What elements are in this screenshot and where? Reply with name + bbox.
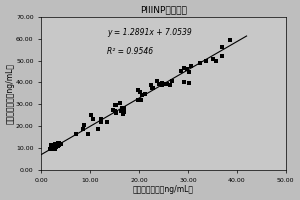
Point: [150, 86, 154, 90]
Point: [160, 82, 164, 85]
Point: [53, 147, 58, 151]
Point: [50, 146, 55, 149]
Point: [49, 148, 53, 151]
Point: [54, 144, 59, 148]
Point: [54, 145, 59, 149]
Point: [51, 145, 56, 148]
Point: [182, 80, 187, 84]
Point: [54, 144, 58, 148]
Point: [88, 114, 93, 117]
Point: [52, 147, 57, 150]
Point: [54, 145, 58, 148]
Point: [157, 83, 161, 86]
Point: [118, 110, 123, 113]
Point: [55, 144, 60, 147]
Text: y = 1.2891x + 7.0539: y = 1.2891x + 7.0539: [107, 28, 192, 37]
Point: [139, 98, 143, 102]
Point: [148, 84, 153, 87]
Point: [50, 146, 55, 149]
Point: [136, 88, 141, 91]
Point: [91, 117, 95, 120]
Point: [184, 68, 189, 71]
Point: [53, 145, 58, 148]
Point: [220, 46, 225, 49]
Point: [159, 84, 164, 87]
Point: [53, 143, 58, 146]
Point: [74, 132, 79, 135]
Point: [56, 141, 61, 144]
Point: [143, 93, 148, 96]
Point: [112, 109, 117, 112]
Point: [82, 124, 87, 127]
Point: [187, 70, 191, 73]
Point: [58, 142, 63, 145]
Point: [197, 62, 202, 65]
Point: [214, 60, 218, 63]
Point: [136, 98, 141, 101]
Point: [155, 79, 160, 82]
Point: [113, 111, 118, 114]
Title: PIIINP检测结果: PIIINP检测结果: [140, 6, 187, 15]
Y-axis label: 威高生物结果（ng/mL）: 威高生物结果（ng/mL）: [6, 63, 15, 124]
Point: [105, 120, 110, 124]
Point: [52, 146, 57, 149]
Point: [48, 143, 53, 147]
Point: [91, 118, 96, 121]
Point: [167, 84, 172, 87]
Point: [122, 110, 127, 113]
Point: [99, 121, 103, 124]
Point: [85, 132, 90, 135]
Point: [186, 81, 191, 84]
Point: [50, 145, 55, 148]
Point: [203, 59, 208, 63]
Point: [159, 82, 164, 85]
X-axis label: 北方生物结果（ng/mL）: 北方生物结果（ng/mL）: [133, 185, 194, 194]
Point: [53, 145, 58, 149]
Point: [189, 64, 194, 68]
Point: [52, 143, 57, 146]
Point: [52, 147, 57, 150]
Point: [150, 86, 155, 90]
Point: [48, 148, 52, 151]
Point: [118, 101, 122, 104]
Point: [119, 106, 124, 110]
Point: [211, 57, 216, 60]
Point: [56, 143, 61, 147]
Point: [56, 144, 60, 147]
Point: [57, 143, 62, 146]
Point: [53, 146, 58, 149]
Point: [111, 109, 116, 112]
Point: [55, 143, 60, 146]
Point: [51, 144, 56, 147]
Point: [139, 93, 144, 97]
Point: [165, 82, 170, 85]
Point: [53, 146, 58, 149]
Point: [113, 103, 118, 106]
Point: [81, 127, 85, 130]
Point: [54, 143, 59, 147]
Point: [51, 146, 56, 150]
Point: [219, 54, 224, 57]
Point: [53, 147, 58, 150]
Point: [56, 142, 61, 145]
Point: [163, 82, 168, 86]
Point: [120, 112, 125, 115]
Point: [95, 127, 100, 131]
Point: [138, 91, 143, 94]
Point: [178, 70, 183, 73]
Point: [182, 66, 187, 69]
Point: [122, 106, 126, 109]
Text: R² = 0.9546: R² = 0.9546: [107, 47, 153, 56]
Point: [52, 146, 57, 150]
Point: [114, 104, 119, 107]
Point: [99, 117, 104, 120]
Point: [170, 79, 175, 83]
Point: [56, 143, 61, 146]
Point: [228, 39, 232, 42]
